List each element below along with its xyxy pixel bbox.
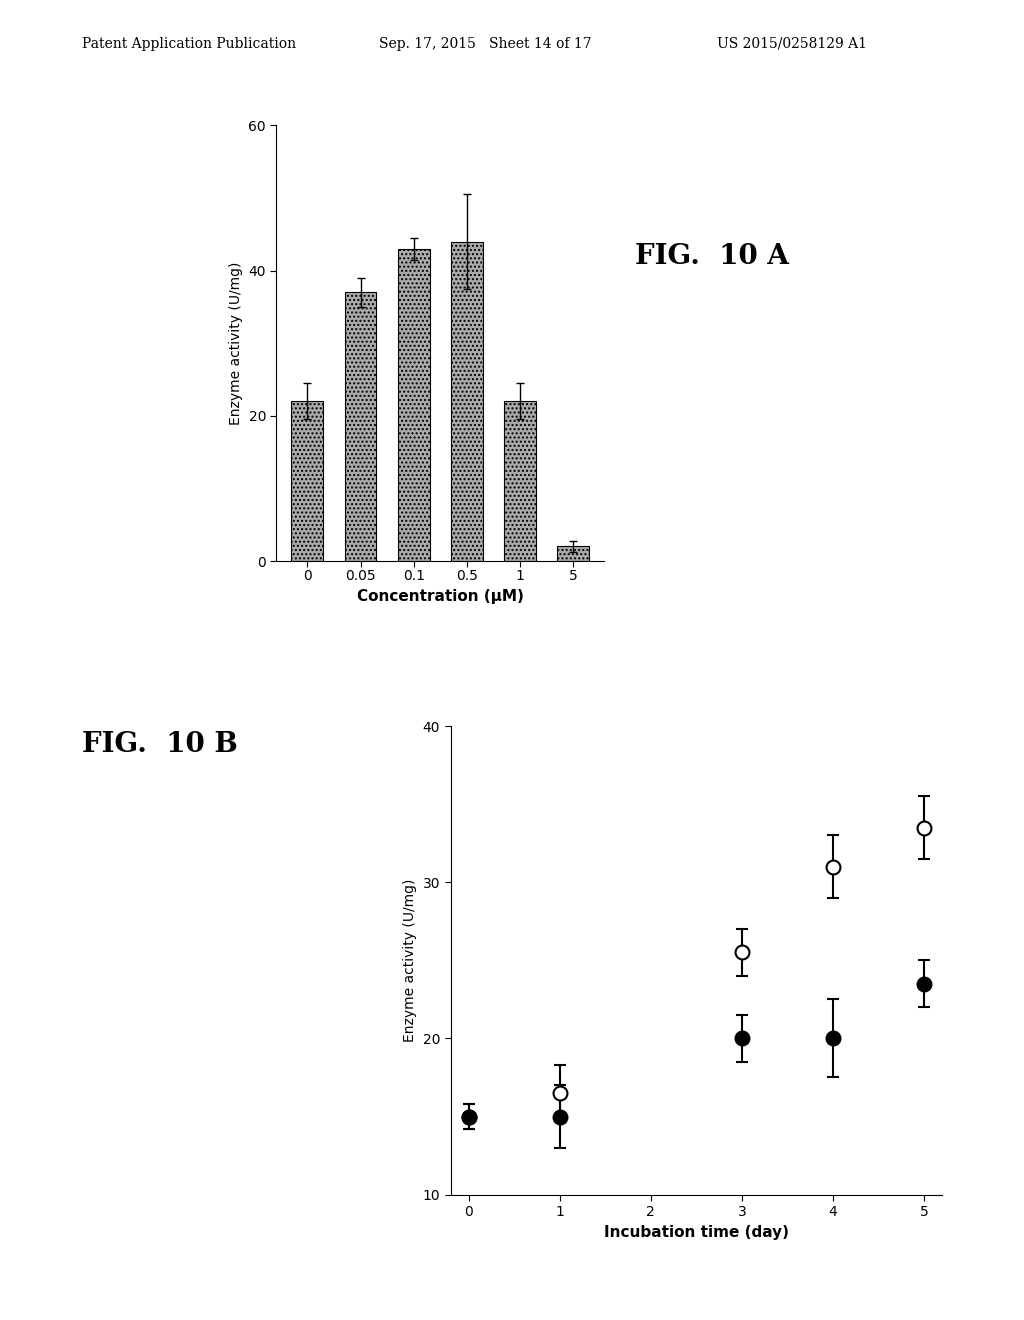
Bar [451,242,483,561]
Y-axis label: Enzyme activity (U/mg): Enzyme activity (U/mg) [229,261,243,425]
Y-axis label: Enzyme activity (U/mg): Enzyme activity (U/mg) [403,879,417,1041]
Text: US 2015/0258129 A1: US 2015/0258129 A1 [717,37,866,51]
Text: FIG.  10 B: FIG. 10 B [82,731,238,759]
Bar [397,248,430,561]
Bar [557,546,589,561]
X-axis label: Incubation time (day): Incubation time (day) [604,1225,788,1239]
Bar [344,292,377,561]
Bar [504,401,537,561]
X-axis label: Concentration (μM): Concentration (μM) [357,589,523,603]
Text: Sep. 17, 2015   Sheet 14 of 17: Sep. 17, 2015 Sheet 14 of 17 [379,37,592,51]
Text: Patent Application Publication: Patent Application Publication [82,37,296,51]
Bar [292,401,324,561]
Text: FIG.  10 A: FIG. 10 A [635,243,788,271]
